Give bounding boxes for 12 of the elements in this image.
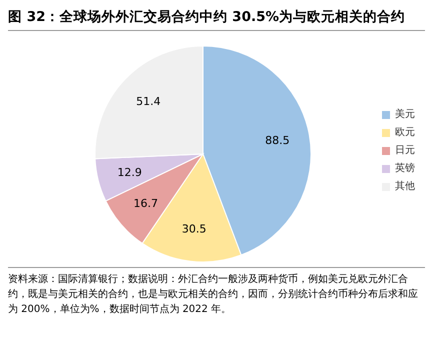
chart-title: 图 32：全球场外外汇交易合约中约 30.5%为与欧元相关的合约 (8, 8, 425, 31)
data-label: 30.5 (182, 222, 206, 236)
text: 资料来源：国际清算银行；数据说明：外汇合约一般涉及两种货币，例如美元兑欧元外汇合约，既是与美元相关的合约，也是与欧元相关的合约，因而，分别统计合约币种分布后求和应为 200%，单位为%，数据时间节点为 2022 年。 (8, 272, 419, 317)
data-label: 16.7 (133, 196, 158, 210)
data-label: 12.9 (117, 166, 142, 179)
legend-label: 日元 (395, 144, 415, 158)
data-label: 51.4 (136, 95, 161, 108)
legend-label: 其他 (395, 180, 415, 194)
legend-label: 欧元 (395, 126, 415, 140)
legend-label: 英镑 (395, 162, 415, 176)
legend-label: 美元 (395, 108, 415, 122)
data-label: 88.5 (265, 134, 290, 147)
